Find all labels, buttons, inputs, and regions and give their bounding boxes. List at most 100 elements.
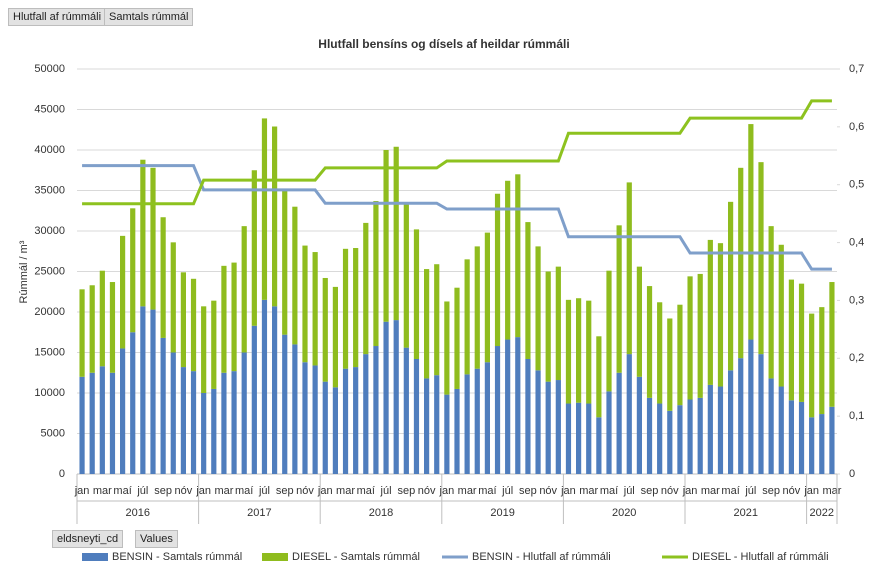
bar xyxy=(657,302,663,404)
x-tick-label: mar xyxy=(701,485,720,497)
year-label: 2017 xyxy=(247,507,271,519)
bar xyxy=(292,206,298,345)
year-label: 2018 xyxy=(369,507,393,519)
bar xyxy=(99,366,105,474)
bar xyxy=(515,174,521,338)
bar xyxy=(636,376,642,474)
bar xyxy=(424,378,430,474)
bar xyxy=(545,271,551,382)
bar xyxy=(586,403,592,474)
x-tick-label: sep xyxy=(762,485,780,497)
bar xyxy=(130,332,136,474)
x-tick-label: mar xyxy=(579,485,598,497)
bar xyxy=(109,282,116,373)
x-tick-label: nóv xyxy=(539,485,557,497)
x-tick-label: jan xyxy=(560,485,576,497)
bar xyxy=(180,367,186,474)
bar xyxy=(697,397,703,474)
x-tick-label: sep xyxy=(276,485,294,497)
bar xyxy=(241,352,247,474)
bar xyxy=(413,358,420,474)
year-label: 2021 xyxy=(734,507,758,519)
bar xyxy=(474,246,480,369)
bar xyxy=(322,277,328,382)
bar xyxy=(758,162,764,355)
bar xyxy=(829,406,835,474)
bar xyxy=(596,417,602,474)
x-tick-label: nóv xyxy=(175,485,193,497)
x-tick-label: júl xyxy=(136,485,148,497)
bar xyxy=(190,371,197,474)
x-tick-label: jan xyxy=(317,485,333,497)
button[interactable]: Values xyxy=(135,530,178,548)
y2-tick-label: 0,7 xyxy=(849,63,864,75)
x-tick-label: nóv xyxy=(661,485,679,497)
bar xyxy=(444,301,450,395)
bar xyxy=(535,370,541,474)
bar xyxy=(120,348,126,474)
bar xyxy=(677,304,683,406)
bar xyxy=(505,339,511,474)
bar xyxy=(565,403,572,474)
bar xyxy=(545,381,551,474)
x-tick-label: mar xyxy=(458,485,477,497)
y2-tick-label: 0 xyxy=(849,468,855,480)
bar xyxy=(555,266,561,381)
bar xyxy=(140,306,146,474)
bar xyxy=(261,299,268,474)
y2-tick-label: 0,6 xyxy=(849,121,864,133)
bar xyxy=(342,248,349,369)
bar xyxy=(201,306,207,393)
bar xyxy=(606,270,612,392)
x-tick-label: jan xyxy=(74,485,90,497)
bar xyxy=(272,306,278,474)
x-tick-label: júl xyxy=(744,485,756,497)
bar xyxy=(282,334,288,474)
bar xyxy=(474,368,480,474)
bar xyxy=(363,222,369,355)
y2-tick-label: 0,4 xyxy=(849,236,864,248)
bar xyxy=(667,318,673,411)
bar xyxy=(312,365,318,474)
y-tick-label: 50000 xyxy=(34,63,65,75)
bar xyxy=(282,188,288,335)
x-tick-label: nóv xyxy=(296,485,314,497)
bar xyxy=(454,388,460,474)
x-tick-label: júl xyxy=(380,485,392,497)
bar xyxy=(819,414,825,474)
bar xyxy=(180,272,186,368)
y-tick-label: 15000 xyxy=(34,346,65,358)
x-tick-label: mar xyxy=(822,485,841,497)
bar xyxy=(728,201,734,371)
bar xyxy=(809,313,815,418)
button[interactable]: Hlutfall af rúmmáli xyxy=(8,8,107,26)
x-tick-label: nóv xyxy=(783,485,801,497)
bar xyxy=(555,380,561,474)
bar xyxy=(221,372,227,474)
y2-tick-label: 0,2 xyxy=(849,352,864,364)
bar xyxy=(748,124,754,340)
bar xyxy=(322,381,328,474)
bar xyxy=(576,402,582,474)
bar xyxy=(302,245,308,363)
y-tick-label: 20000 xyxy=(34,306,65,318)
bar xyxy=(758,354,764,474)
x-tick-label: júl xyxy=(258,485,270,497)
y-tick-label: 10000 xyxy=(34,387,65,399)
bar xyxy=(576,298,582,403)
x-tick-label: júl xyxy=(623,485,635,497)
line xyxy=(82,164,832,271)
bar xyxy=(170,242,176,353)
bar xyxy=(89,285,95,373)
bar xyxy=(211,300,217,389)
bar xyxy=(140,159,146,307)
bar xyxy=(626,182,632,355)
button[interactable]: Samtals rúmmál xyxy=(104,8,194,26)
button[interactable]: eldsneyti_cd xyxy=(52,530,124,548)
bar xyxy=(707,384,713,474)
bar xyxy=(525,358,531,474)
y-axis-label: Rúmmál / m³ xyxy=(18,240,30,303)
bar xyxy=(738,167,744,359)
bar xyxy=(586,300,592,404)
